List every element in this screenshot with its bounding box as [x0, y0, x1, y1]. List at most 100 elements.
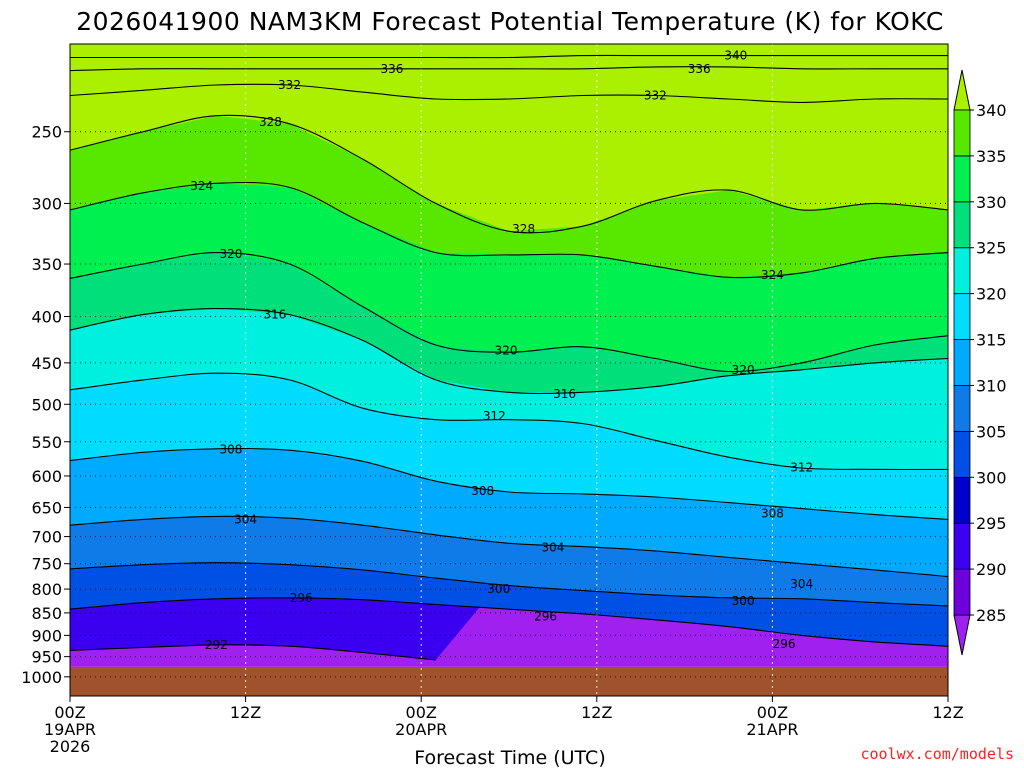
contour-label-304: 304	[541, 541, 564, 555]
x-tick-label-0-0: 00Z	[54, 703, 85, 722]
contour-label-324: 324	[761, 268, 784, 282]
contour-label-316: 316	[263, 308, 286, 322]
y-tick-label-600: 600	[31, 467, 62, 486]
y-tick-label-1000: 1000	[21, 668, 62, 687]
contour-label-296: 296	[773, 637, 796, 651]
colorbar-label-285: 285	[976, 606, 1007, 625]
contour-312	[69, 372, 949, 471]
colorbar-box-335	[953, 109, 971, 157]
x-tick-label-0-1: 19APR	[44, 720, 96, 739]
chart-title: 2026041900 NAM3KM Forecast Potential Tem…	[76, 7, 944, 36]
y-axis-ticks: 250 300 350 400 450 500 550 600 650 700 750 800 850 9…	[21, 123, 70, 687]
contour-304	[69, 515, 949, 578]
colorbar-box-320	[953, 247, 971, 295]
contour-316	[69, 308, 949, 395]
contour-label-292: 292	[205, 638, 228, 652]
y-tick-label-950: 950	[31, 648, 62, 667]
colorbar-box-310	[953, 339, 971, 386]
contour-332	[69, 83, 949, 103]
contour-308	[69, 448, 949, 520]
colorbar-label-315: 315	[976, 331, 1007, 350]
x-tick-label-48-1: 21APR	[746, 720, 798, 739]
contour-label-308: 308	[471, 484, 494, 498]
x-tick-label-48-0: 00Z	[757, 703, 788, 722]
colorbar-label-295: 295	[976, 514, 1007, 533]
colorbar-label-300: 300	[976, 468, 1007, 487]
colorbar-label-320: 320	[976, 285, 1007, 304]
colorbar-low-arrow	[953, 614, 971, 656]
ground-mask	[70, 666, 948, 696]
theta-contours	[69, 54, 949, 661]
contour-label-328: 328	[512, 222, 535, 236]
contour-label-316: 316	[553, 387, 576, 401]
colorbar: 285 290 295 300 305 310 315 320 325 330 335 340	[953, 69, 1007, 656]
contour-300	[69, 562, 949, 607]
contour-label-308: 308	[220, 443, 243, 457]
y-tick-label-500: 500	[31, 395, 62, 414]
x-tick-label-0-2: 2026	[50, 737, 91, 756]
contour-296	[69, 597, 949, 647]
colorbar-label-290: 290	[976, 560, 1007, 579]
y-tick-label-750: 750	[31, 555, 62, 574]
contour-336	[69, 66, 948, 72]
y-tick-label-550: 550	[31, 433, 62, 452]
colorbar-box-330	[953, 155, 971, 203]
x-axis-title: Forecast Time (UTC)	[414, 747, 605, 768]
x-tick-label-24-0: 00Z	[406, 703, 437, 722]
colorbar-box-305	[953, 385, 971, 432]
contour-label-332: 332	[278, 78, 301, 92]
colorbar-label-310: 310	[976, 376, 1007, 395]
contour-328	[69, 114, 949, 234]
contour-label-328: 328	[259, 115, 282, 129]
contour-label-320: 320	[732, 363, 755, 377]
plot-frame	[69, 43, 949, 697]
contour-320	[69, 252, 949, 373]
contour-label-332: 332	[644, 89, 667, 103]
contour-292	[69, 644, 436, 661]
contour-label-336: 336	[688, 62, 711, 76]
contour-label-340: 340	[724, 49, 747, 63]
contour-label-296: 296	[290, 591, 313, 605]
colorbar-box-285	[953, 568, 971, 616]
y-tick-label-650: 650	[31, 498, 62, 517]
x-tick-label-60-0: 12Z	[932, 703, 963, 722]
contour-label-300: 300	[487, 582, 510, 596]
contour-label-320: 320	[495, 343, 518, 357]
contour-340	[69, 54, 948, 59]
contour-label-336: 336	[380, 62, 403, 76]
y-tick-label-850: 850	[31, 604, 62, 623]
contour-label-296: 296	[534, 610, 557, 624]
contour-labels: 292 296 296 296 300 300 304 304 304 308 308 308 312 3…	[190, 49, 813, 652]
y-tick-label-800: 800	[31, 580, 62, 599]
y-tick-label-350: 350	[31, 255, 62, 274]
x-tick-label-36-0: 12Z	[581, 703, 612, 722]
y-tick-label-900: 900	[31, 626, 62, 645]
colorbar-label-340: 340	[976, 101, 1007, 120]
colorbar-box-295	[953, 476, 971, 524]
colorbar-label-325: 325	[976, 239, 1007, 258]
contour-label-312: 312	[790, 460, 813, 474]
colorbar-label-335: 335	[976, 147, 1007, 166]
credit-text: coolwx.com/models	[860, 745, 1014, 763]
y-tick-label-250: 250	[31, 123, 62, 142]
contour-label-320: 320	[220, 247, 243, 261]
x-tick-label-24-1: 20APR	[395, 720, 447, 739]
y-tick-label-400: 400	[31, 308, 62, 327]
y-tick-label-700: 700	[31, 528, 62, 547]
colorbar-box-315	[953, 293, 971, 340]
contour-label-312: 312	[483, 409, 506, 423]
contour-324	[69, 181, 949, 279]
x-tick-label-12-0: 12Z	[230, 703, 261, 722]
contour-label-300: 300	[732, 594, 755, 608]
theta-color-fills	[70, 44, 948, 667]
colorbar-box-300	[953, 430, 971, 478]
contour-label-324: 324	[190, 179, 213, 193]
fill-band-above-340	[70, 44, 948, 58]
y-tick-label-450: 450	[31, 354, 62, 373]
contour-label-308: 308	[761, 506, 784, 520]
contour-label-304: 304	[790, 577, 813, 591]
y-tick-label-300: 300	[31, 194, 62, 213]
colorbar-high-arrow	[953, 69, 971, 111]
